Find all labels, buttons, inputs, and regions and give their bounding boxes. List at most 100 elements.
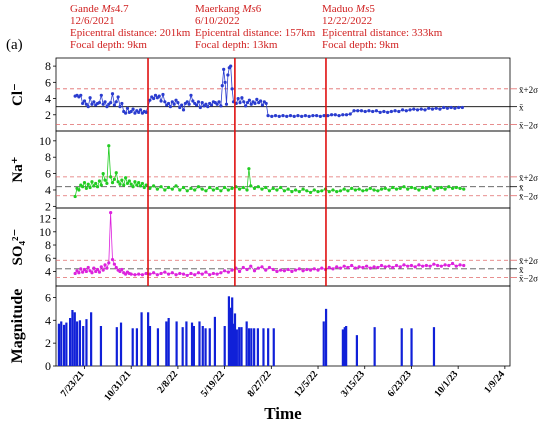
data-point bbox=[181, 272, 186, 276]
magnitude-bar bbox=[400, 328, 403, 366]
magnitude-bar bbox=[272, 328, 275, 366]
data-point bbox=[101, 268, 105, 272]
data-point bbox=[123, 111, 128, 115]
data-point bbox=[107, 144, 111, 148]
data-point bbox=[439, 264, 443, 268]
data-point bbox=[247, 167, 251, 171]
data-point bbox=[189, 93, 193, 97]
data-point bbox=[421, 185, 425, 190]
y-tick-label: 6 bbox=[45, 167, 51, 181]
data-point bbox=[103, 178, 107, 182]
data-point bbox=[208, 185, 212, 190]
data-point bbox=[123, 176, 128, 180]
magnitude-bar bbox=[192, 326, 195, 366]
data-point bbox=[73, 194, 77, 199]
data-point bbox=[450, 261, 455, 266]
data-point bbox=[140, 273, 145, 277]
panel-label: (a) bbox=[6, 37, 23, 53]
data-point bbox=[226, 188, 230, 192]
data-point bbox=[398, 186, 402, 190]
data-point bbox=[409, 263, 414, 268]
data-point bbox=[92, 266, 96, 270]
ref-label: x̄ bbox=[519, 183, 524, 193]
data-point bbox=[116, 180, 120, 184]
y-tick-label: 6 bbox=[45, 251, 51, 265]
ref-label: x̄+2σ bbox=[519, 173, 538, 183]
data-point bbox=[359, 109, 364, 113]
data-point bbox=[155, 273, 159, 277]
data-point bbox=[240, 96, 244, 100]
magnitude-bar bbox=[432, 327, 436, 366]
data-point bbox=[382, 109, 386, 114]
data-point bbox=[163, 100, 167, 104]
y-tick-label: 10 bbox=[39, 134, 51, 148]
data-point bbox=[137, 272, 141, 276]
data-point bbox=[357, 187, 361, 191]
ref-label: x̄+2σ bbox=[519, 256, 538, 266]
data-point bbox=[367, 109, 371, 113]
data-point bbox=[144, 110, 148, 114]
data-point bbox=[125, 106, 130, 110]
data-point bbox=[81, 185, 85, 189]
y-axis-label: Magnitude bbox=[9, 289, 26, 364]
data-point bbox=[185, 100, 189, 104]
x-tick-label: 12/5/22 bbox=[292, 369, 320, 399]
x-tick-label: 5/19/22 bbox=[199, 369, 227, 399]
data-point bbox=[260, 265, 264, 269]
magnitude-bar bbox=[262, 328, 265, 366]
data-point bbox=[159, 185, 163, 189]
data-point bbox=[454, 185, 458, 190]
data-point bbox=[408, 108, 412, 112]
data-point bbox=[223, 269, 227, 273]
data-point bbox=[140, 181, 145, 186]
magnitude-bar bbox=[73, 312, 76, 366]
data-point bbox=[294, 268, 298, 272]
data-point bbox=[286, 267, 290, 272]
x-tick-label: 1/9/24 bbox=[482, 369, 507, 396]
data-point bbox=[252, 269, 257, 273]
y-tick-label: 8 bbox=[45, 238, 51, 252]
data-point bbox=[286, 187, 290, 191]
data-point bbox=[350, 186, 354, 190]
data-point bbox=[389, 109, 393, 114]
data-point bbox=[327, 265, 331, 270]
panel-na: 2 4 6 8 10 Na⁺ x̄+2σx̄x̄−2σ bbox=[10, 130, 538, 213]
data-point bbox=[73, 271, 77, 276]
magnitude-bar bbox=[85, 319, 88, 366]
data-point bbox=[178, 105, 182, 110]
magnitude-bar bbox=[135, 328, 139, 366]
data-point bbox=[445, 106, 450, 110]
data-point bbox=[372, 188, 376, 192]
data-point bbox=[105, 266, 109, 270]
eq-title-gande: Gande Ms4.7 bbox=[70, 3, 129, 15]
data-point bbox=[436, 186, 440, 190]
panel-frame bbox=[55, 285, 511, 367]
data-point bbox=[316, 268, 320, 272]
data-point bbox=[406, 187, 410, 191]
magnitude-bar bbox=[167, 318, 170, 366]
data-point bbox=[79, 93, 83, 97]
data-point bbox=[443, 263, 447, 267]
data-point bbox=[271, 186, 275, 190]
magnitude-bar bbox=[235, 329, 238, 366]
annotation-maerkang: Maerkang Ms6 6/10/2022 Epicentral distan… bbox=[195, 3, 315, 51]
data-point bbox=[88, 96, 92, 100]
data-point bbox=[152, 184, 156, 188]
data-point bbox=[170, 100, 174, 104]
data-point bbox=[112, 177, 116, 181]
magnitude-bar bbox=[62, 324, 66, 366]
data-point bbox=[97, 101, 102, 105]
series-line-na bbox=[74, 145, 464, 197]
data-point bbox=[131, 107, 135, 111]
data-point bbox=[178, 188, 182, 192]
data-point bbox=[120, 101, 124, 106]
data-point bbox=[84, 102, 88, 106]
data-point bbox=[129, 109, 133, 114]
data-point bbox=[204, 102, 208, 106]
data-point bbox=[320, 266, 324, 270]
data-point bbox=[211, 188, 216, 192]
y-tick-label: 2 bbox=[45, 108, 51, 122]
data-point bbox=[215, 272, 219, 276]
data-point bbox=[402, 263, 406, 267]
